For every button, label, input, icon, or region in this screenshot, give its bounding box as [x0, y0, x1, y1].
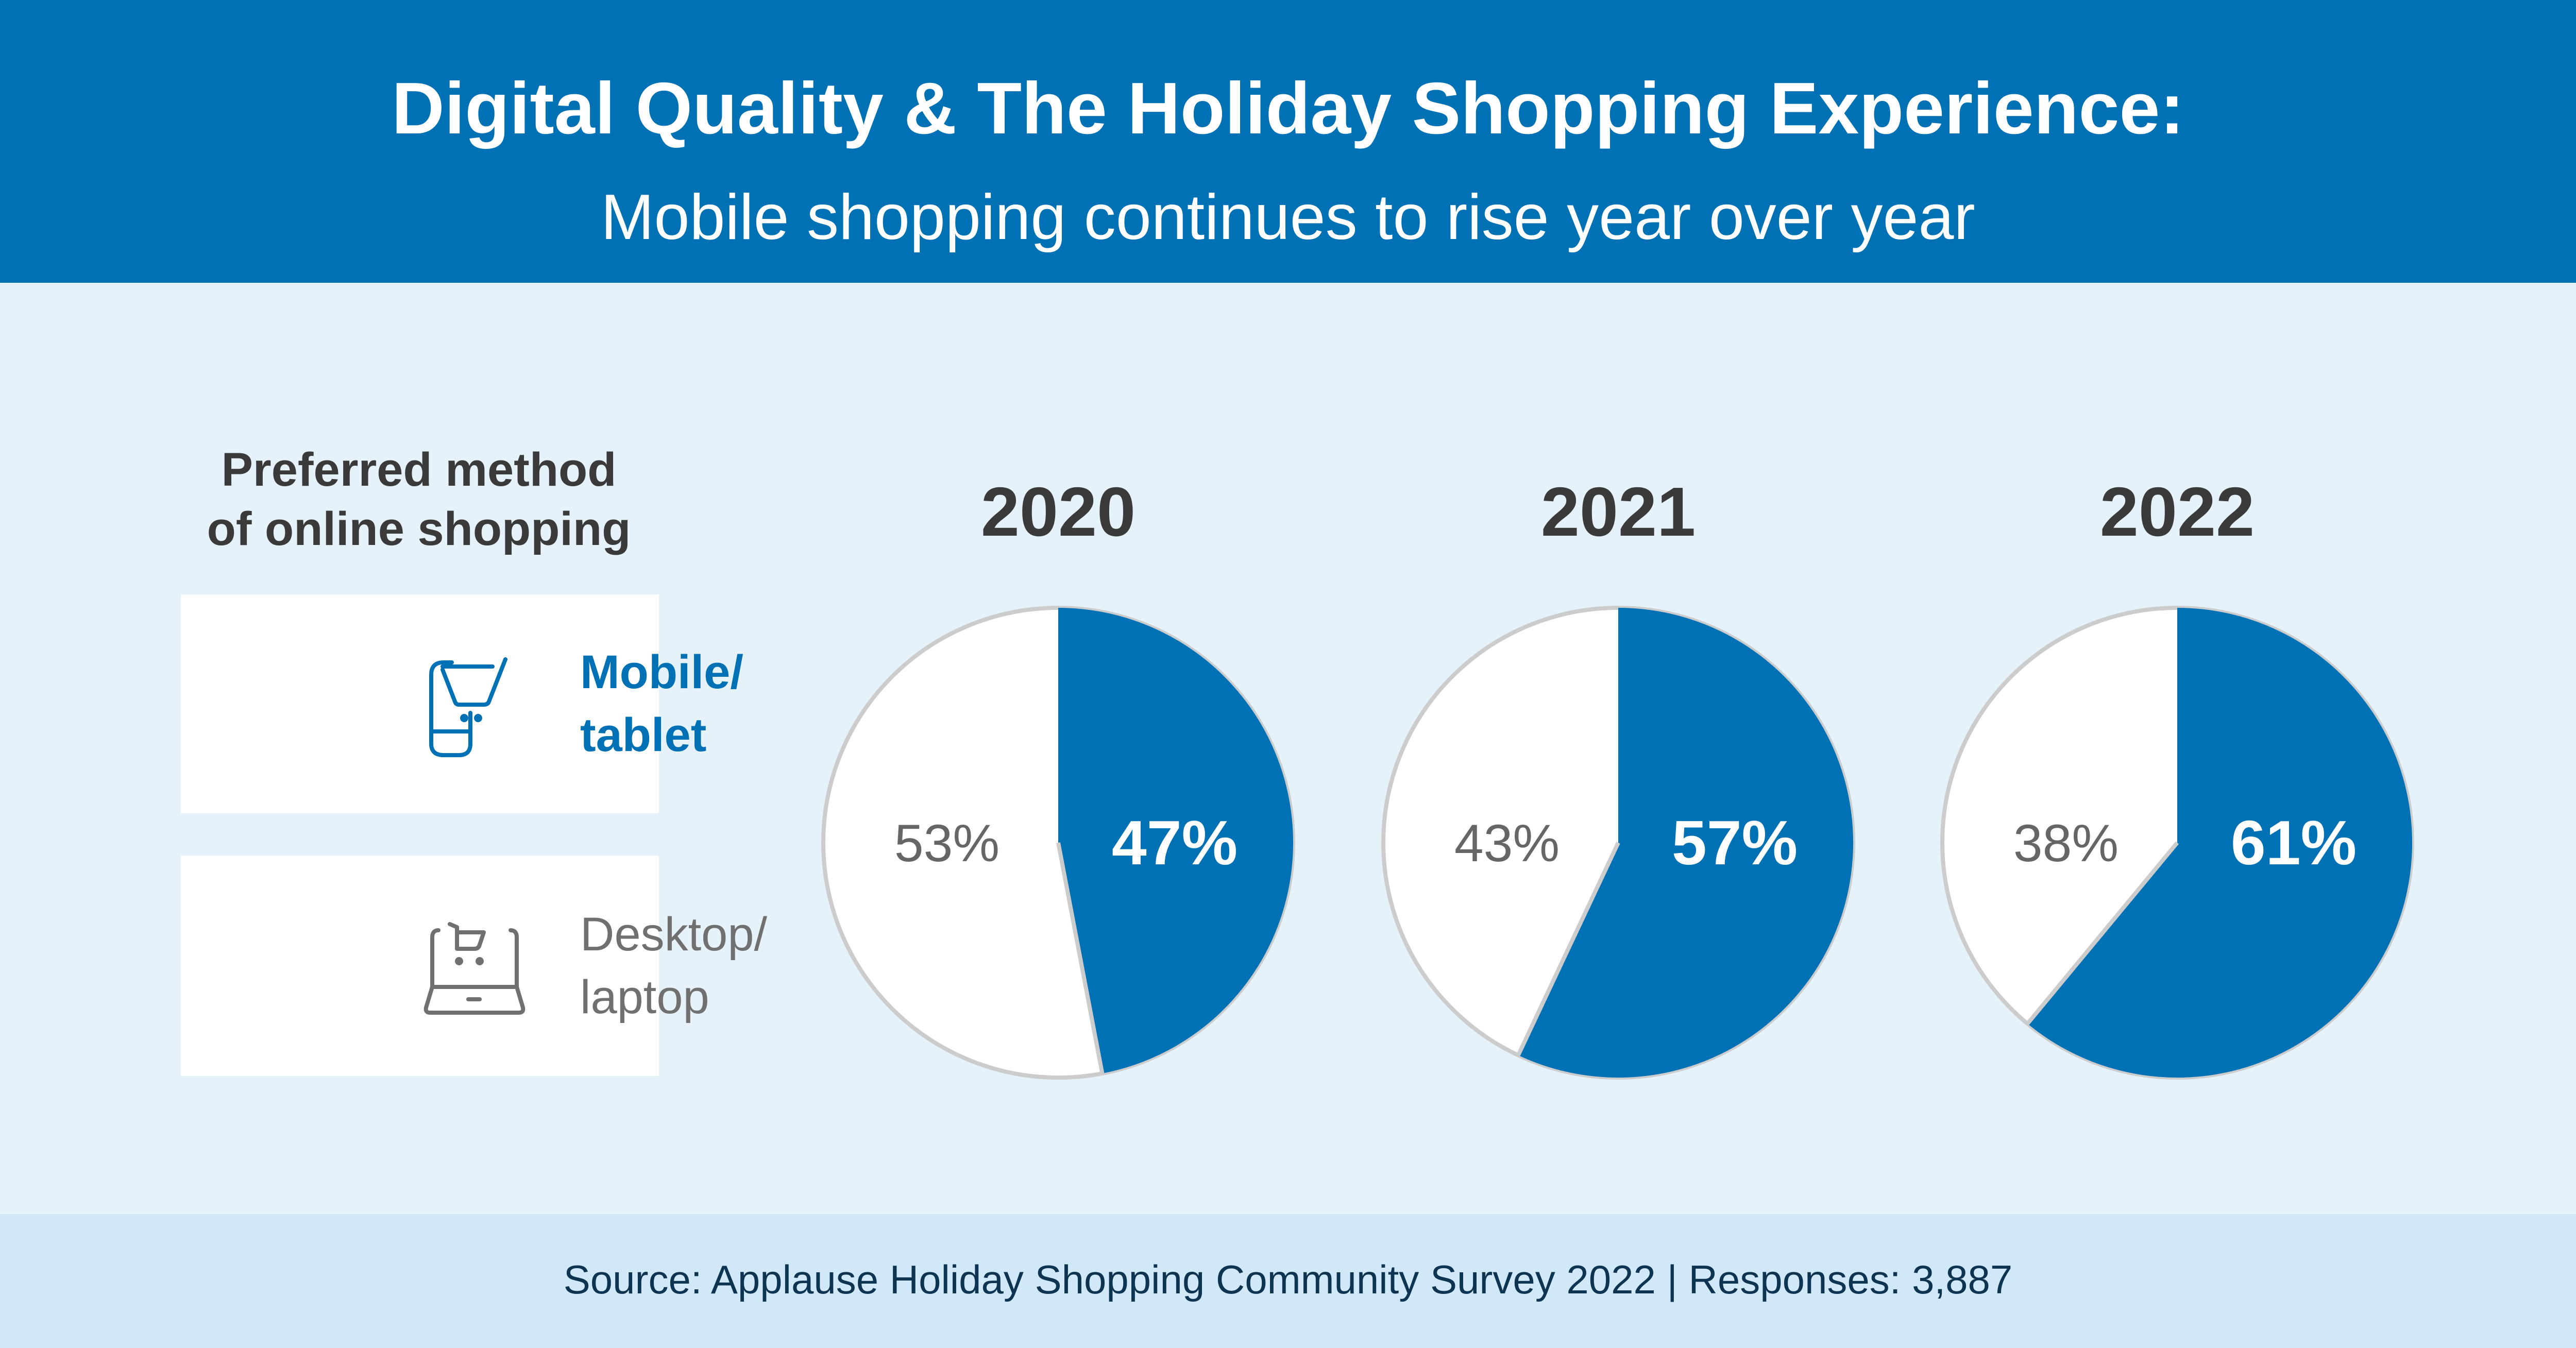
pie-label-desktop: 43%	[1454, 814, 1560, 873]
pie-year-label: 2020	[981, 473, 1136, 551]
pie-2022: 2022 61% 38%	[1940, 473, 2414, 1080]
pie-label-desktop: 53%	[894, 814, 999, 873]
legend-item-mobile: Mobile/ tablet	[181, 594, 743, 813]
pie-label-desktop: 38%	[2013, 814, 2119, 873]
source-note: Source: Applause Holiday Shopping Commun…	[563, 1257, 2013, 1302]
header-banner: Digital Quality & The Holiday Shopping E…	[0, 0, 2576, 283]
legend-heading-line1: Preferred method	[221, 443, 617, 496]
pie-label-mobile: 57%	[1672, 808, 1798, 878]
pie-slice-divider	[1516, 842, 1620, 1056]
footer: Source: Applause Holiday Shopping Commun…	[0, 1214, 2576, 1348]
pie-slice-divider	[2026, 841, 2179, 1025]
pie-slice-mobile	[1058, 608, 1294, 1073]
legend-heading: Preferred method of online shopping	[161, 440, 676, 559]
pie-slice-mobile	[2027, 608, 2412, 1078]
laptop-cart-icon	[423, 922, 526, 1015]
legend-label-desktop: Desktop/ laptop	[580, 908, 768, 1023]
legend-item-desktop: Desktop/ laptop	[181, 856, 767, 1076]
pie-2020: 2020 47% 53%	[821, 473, 1295, 1080]
pie-slice-divider	[1056, 842, 1105, 1074]
pie-label-mobile: 47%	[1112, 808, 1238, 878]
page-subtitle: Mobile shopping continues to rise year o…	[601, 182, 1975, 253]
pie-slice-mobile	[1518, 608, 1853, 1078]
legend-label-mobile: Mobile/ tablet	[580, 646, 743, 761]
pie-year-label: 2021	[1541, 473, 1696, 551]
legend-heading-line2: of online shopping	[207, 503, 631, 555]
page-title: Digital Quality & The Holiday Shopping E…	[392, 67, 2184, 149]
pie-2021: 2021 57% 43%	[1381, 473, 1855, 1080]
mobile-cart-icon	[429, 657, 507, 757]
pie-year-label: 2022	[2100, 473, 2255, 551]
pie-label-mobile: 61%	[2231, 808, 2357, 878]
